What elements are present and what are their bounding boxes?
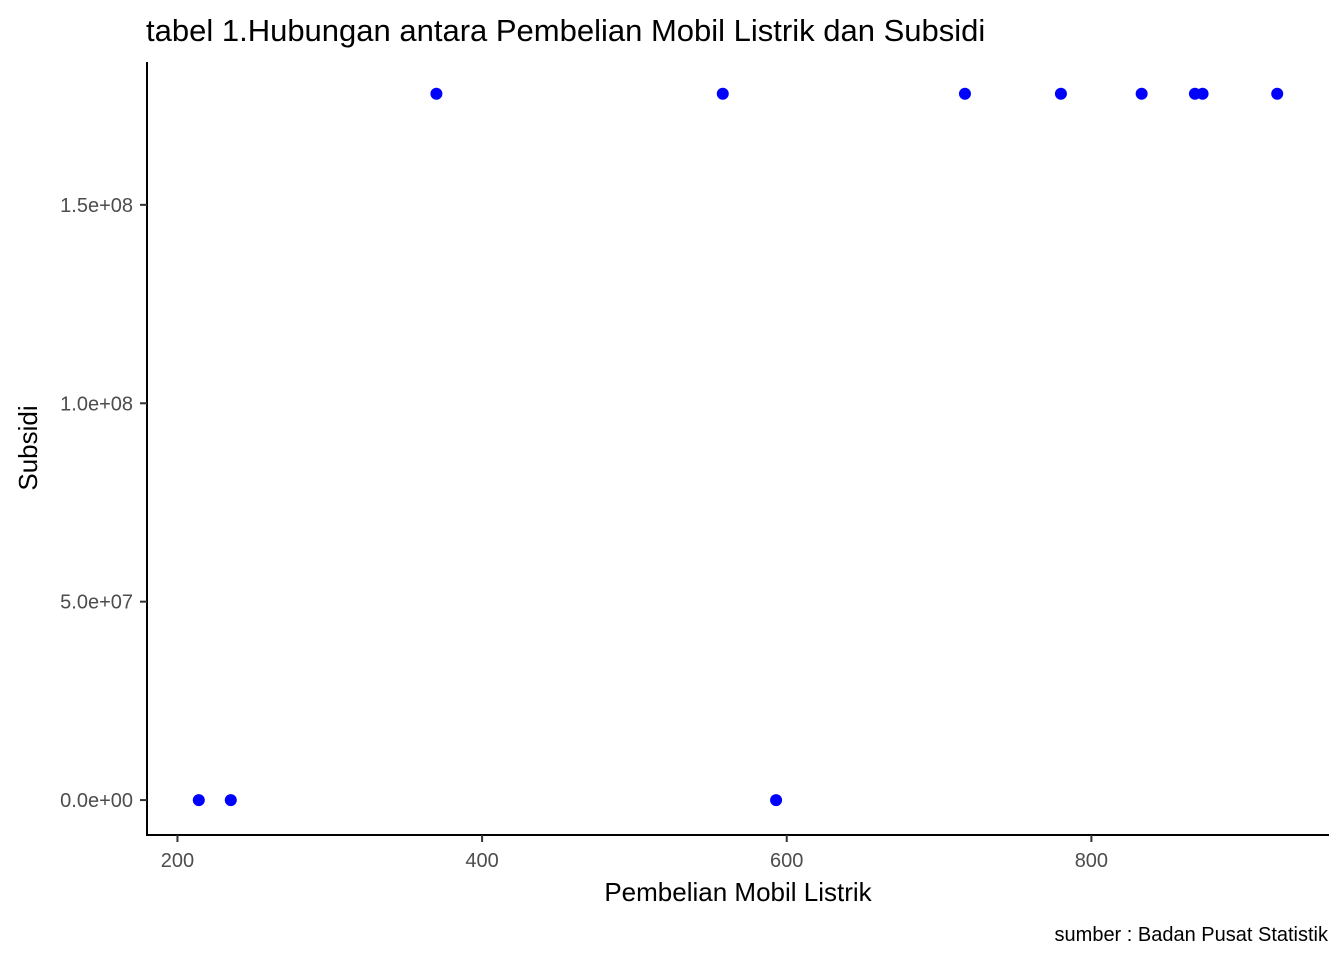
chart-caption: sumber : Badan Pusat Statistik bbox=[1055, 924, 1329, 946]
data-point bbox=[1196, 87, 1209, 100]
data-point bbox=[1135, 87, 1148, 100]
x-axis-title: Pembelian Mobil Listrik bbox=[604, 877, 872, 907]
data-points bbox=[192, 87, 1284, 807]
data-point bbox=[1054, 87, 1067, 100]
data-point bbox=[192, 794, 205, 807]
x-tick-label: 800 bbox=[1075, 850, 1108, 872]
chart-title: tabel 1.Hubungan antara Pembelian Mobil … bbox=[146, 13, 985, 48]
plot-area: 200 400 600 800 0.0e+00 5.0e+07 1.0e+08 1.5e+0… bbox=[60, 62, 1329, 872]
y-axis-title: Subsidi bbox=[13, 405, 43, 490]
y-tick-label: 1.5e+08 bbox=[60, 195, 133, 217]
y-tick-label: 1.0e+08 bbox=[60, 393, 133, 415]
data-point bbox=[224, 794, 237, 807]
x-tick-label: 400 bbox=[465, 850, 498, 872]
y-tick-label: 5.0e+07 bbox=[60, 592, 133, 614]
x-tick-label: 600 bbox=[770, 850, 803, 872]
data-point bbox=[770, 794, 783, 807]
y-axis-ticks: 0.0e+00 5.0e+07 1.0e+08 1.5e+08 bbox=[60, 195, 147, 812]
data-point bbox=[958, 87, 971, 100]
data-point bbox=[716, 87, 729, 100]
data-point bbox=[1271, 87, 1284, 100]
x-axis-ticks: 200 400 600 800 bbox=[161, 835, 1108, 872]
data-point bbox=[430, 87, 443, 100]
x-tick-label: 200 bbox=[161, 850, 194, 872]
y-tick-label: 0.0e+00 bbox=[60, 790, 133, 812]
